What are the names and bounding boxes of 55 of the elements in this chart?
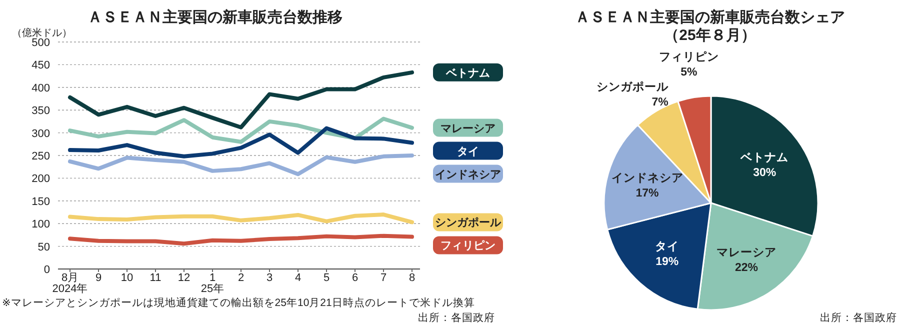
line-series	[68, 70, 414, 130]
chart-title: ＡＳＥＡＮ主要国の新車販売台数推移	[88, 8, 342, 26]
data-label: 17%	[636, 187, 659, 200]
legend-item: シンガポール	[433, 213, 503, 232]
x-tick-label: 3	[266, 272, 273, 284]
x-tick-label: 12	[178, 272, 190, 284]
y-tick-label: 150	[32, 196, 50, 208]
x-tick-label: 8	[408, 272, 416, 284]
x-tick-label: 10	[120, 272, 134, 284]
y-tick-label: 300	[32, 128, 50, 140]
legend-item: フィリピン	[433, 236, 503, 254]
y-tick-label: 50	[38, 241, 50, 254]
x-tick-label: 6	[352, 272, 358, 284]
line-series	[68, 234, 414, 246]
slice-label: シンガポール	[596, 80, 670, 94]
y-tick-label: 450	[32, 60, 50, 72]
data-label: 5%	[680, 66, 698, 79]
data-label: 7%	[652, 96, 668, 109]
slice-label: ベトナム	[740, 152, 789, 164]
x-tick-label: 11	[150, 272, 162, 284]
y-axis-title: （億米ドル）	[12, 27, 72, 39]
x-tick-label: 8月 2024年	[52, 272, 88, 295]
text: 出所：各国政府	[820, 311, 897, 324]
y-tick-label: 250	[32, 150, 50, 162]
y-tick-label: 100	[32, 218, 50, 231]
slice-label: フィリピン	[658, 50, 719, 64]
x-tick-label: 9	[95, 272, 102, 284]
line-series	[68, 116, 414, 144]
data-label: 19%	[656, 256, 679, 268]
chart-title: ＡＳＥＡＮ主要国の新車販売台数シェア	[575, 8, 845, 26]
data-label: 30%	[753, 167, 776, 180]
y-tick-label: 350	[32, 105, 50, 118]
y-tick-label: 500	[32, 37, 50, 49]
y-tick-label: 200	[32, 173, 50, 186]
legend-item: ベトナム	[433, 63, 503, 82]
chart-subtitle: （25年８月）	[664, 27, 756, 44]
x-tick-label: 4	[294, 272, 302, 284]
x-tick-label: 1 25年	[200, 272, 224, 295]
x-tick-label: 5	[323, 272, 330, 284]
text: ※マレーシアとシンガポールは現地通貨建ての輸出額を25年10月21日時点のレートで米ドル換算	[2, 296, 475, 309]
slice-label: インドネシア	[611, 171, 684, 184]
x-tick-label: 7	[380, 272, 387, 284]
data-label: 22%	[735, 262, 758, 274]
y-tick-label: 400	[32, 82, 50, 94]
text: 出所：各国政府	[418, 311, 495, 324]
slice-label: マレーシア	[716, 247, 777, 260]
x-tick-label: 2	[238, 272, 244, 284]
legend-item: タイ	[433, 142, 503, 160]
legend-item: インドネシア	[433, 164, 503, 183]
slice-label: タイ	[655, 240, 680, 253]
y-tick-label: 0	[44, 264, 50, 276]
legend-item: マレーシア	[433, 118, 503, 137]
line-series	[68, 212, 414, 224]
line-series	[68, 126, 414, 158]
line-series	[68, 154, 414, 176]
